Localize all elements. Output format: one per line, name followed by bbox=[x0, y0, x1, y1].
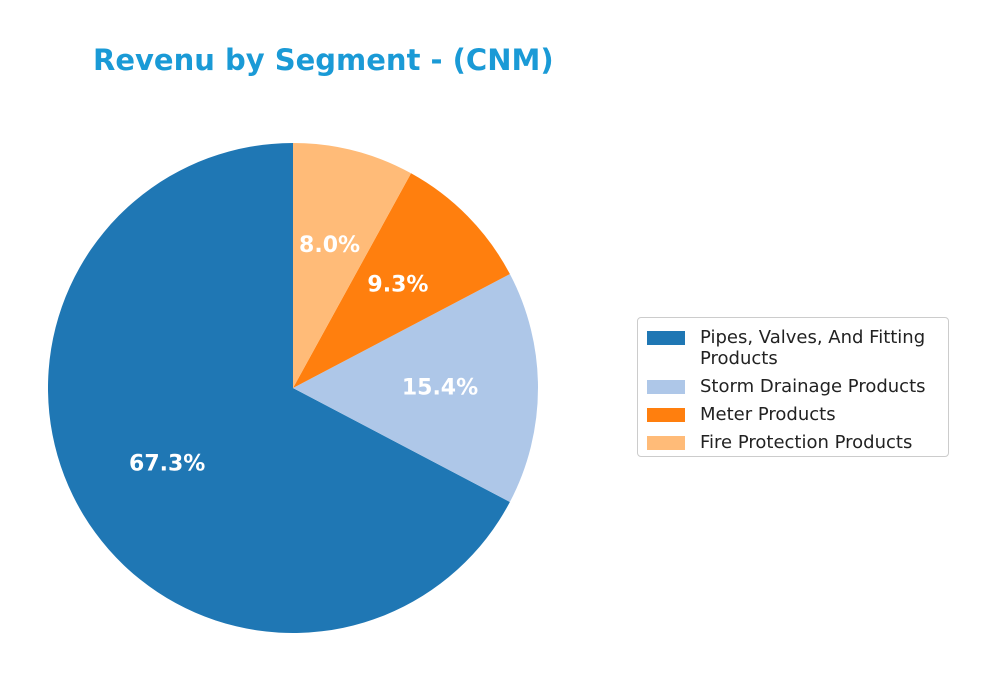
chart-title: Revenu by Segment - (CNM) bbox=[93, 43, 554, 77]
legend-label: Storm Drainage Products bbox=[700, 376, 926, 397]
legend-swatch bbox=[647, 380, 685, 394]
slice-percent-label: 15.4% bbox=[402, 376, 478, 401]
pie-slice-fire-protection-products bbox=[293, 143, 412, 388]
legend-label: Fire Protection Products bbox=[700, 432, 913, 453]
legend-label: Meter Products bbox=[700, 404, 836, 425]
slice-percent-label: 67.3% bbox=[129, 452, 205, 477]
legend: Pipes, Valves, And Fitting Products Storm… bbox=[637, 317, 949, 457]
slice-percent-label: 9.3% bbox=[367, 273, 428, 298]
legend-label: Pipes, Valves, And Fitting Products bbox=[700, 327, 926, 369]
pie-slice-meter-products bbox=[293, 173, 510, 388]
pie-slice-storm-drainage-products bbox=[293, 274, 538, 502]
legend-swatch bbox=[647, 436, 685, 450]
legend-swatch bbox=[647, 408, 685, 422]
slice-percent-label: 8.0% bbox=[299, 233, 360, 258]
pie-slice-pipes-valves-and-fitting-products bbox=[47, 143, 510, 633]
legend-swatch bbox=[647, 331, 685, 345]
